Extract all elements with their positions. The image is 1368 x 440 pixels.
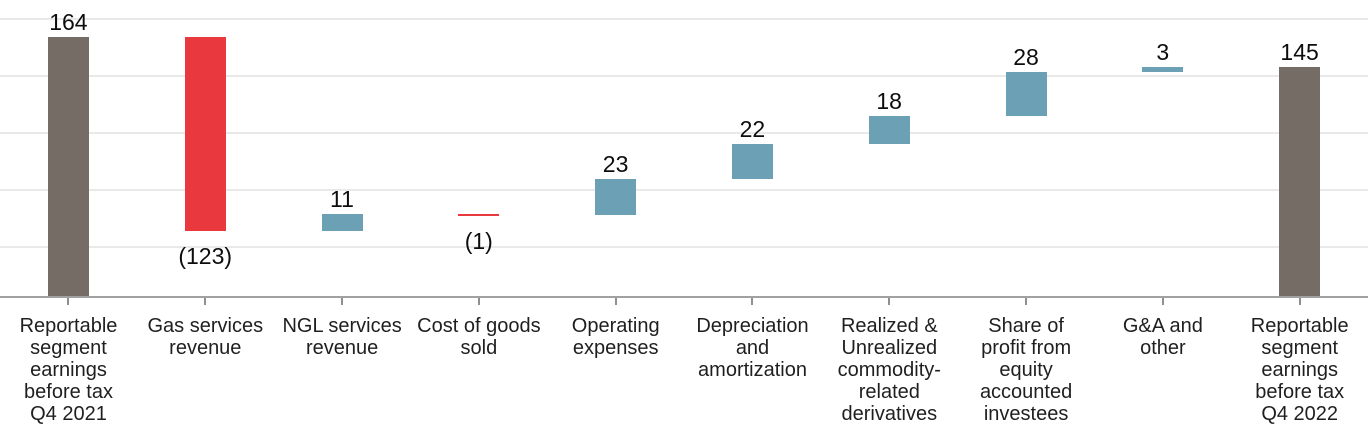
category-label: G&A and other — [1122, 315, 1203, 359]
waterfall-bar-increase — [868, 115, 910, 145]
category-label: NGL services revenue — [282, 315, 402, 359]
gridline — [0, 75, 1368, 77]
waterfall-bar-increase — [321, 213, 363, 232]
value-label: 3 — [1156, 38, 1170, 65]
gridline — [0, 18, 1368, 20]
axis-tick — [614, 298, 617, 305]
value-label: 145 — [1280, 38, 1319, 65]
waterfall-bar-total — [47, 36, 89, 296]
value-label: 11 — [330, 185, 354, 212]
category-label: Depreciation and amortization — [696, 315, 809, 381]
waterfall-bar-increase — [1142, 66, 1184, 72]
waterfall-bar-total — [1279, 66, 1321, 296]
axis-tick — [204, 298, 207, 305]
category-label: Share of profit from equity accounted in… — [979, 315, 1073, 425]
category-label: Reportable segment earnings before tax Q… — [19, 315, 118, 425]
category-label: Realized & Unrealized commodity- related… — [837, 315, 941, 425]
waterfall-bar-increase — [595, 179, 637, 216]
axis-tick — [888, 298, 891, 305]
axis-tick — [1025, 298, 1027, 305]
axis-tick — [1161, 298, 1164, 305]
value-label: (1) — [464, 227, 493, 254]
axis-tick — [67, 298, 70, 305]
value-label: 23 — [602, 151, 629, 178]
waterfall-bar-increase — [731, 144, 773, 180]
value-label: 164 — [49, 8, 88, 35]
value-label: 22 — [739, 116, 766, 143]
category-label: Operating expenses — [571, 315, 660, 359]
gridline — [0, 246, 1368, 248]
waterfall-bar-increase — [1005, 71, 1047, 116]
gridline — [0, 132, 1368, 134]
gridline — [0, 189, 1368, 191]
axis-tick — [341, 298, 343, 305]
axis-tick — [477, 298, 480, 305]
category-label: Cost of goods sold — [417, 315, 541, 359]
value-label: 18 — [876, 87, 902, 114]
axis-tick — [1298, 298, 1301, 305]
axis-tick — [751, 298, 754, 305]
value-label: 28 — [1013, 43, 1039, 70]
value-label: (123) — [178, 243, 233, 270]
category-label: Gas services revenue — [147, 315, 264, 359]
waterfall-bar-decrease — [458, 213, 500, 216]
x-axis-line — [0, 296, 1368, 298]
waterfall-bar-decrease — [184, 36, 226, 232]
category-label: Reportable segment earnings before tax Q… — [1250, 315, 1349, 425]
